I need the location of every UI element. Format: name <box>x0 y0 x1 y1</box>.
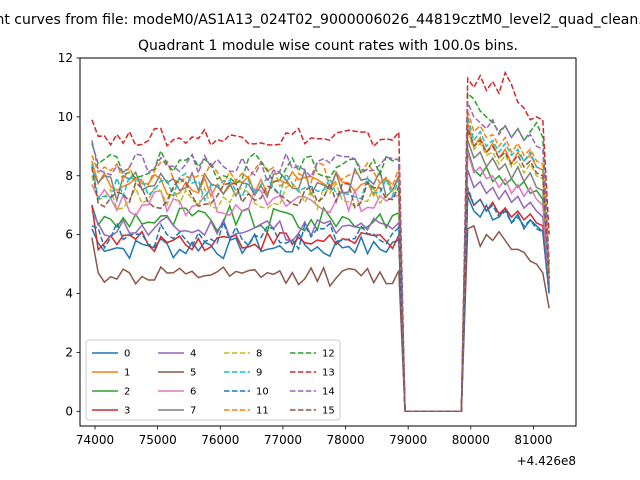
series-line-10 <box>91 187 550 413</box>
legend-label-13: 13 <box>322 368 335 379</box>
x-tick-label: 76000 <box>201 433 239 447</box>
legend-label-9: 9 <box>256 368 262 379</box>
legend-label-3: 3 <box>124 406 130 417</box>
legend-label-12: 12 <box>322 349 335 360</box>
series-line-8 <box>91 131 550 413</box>
series-line-0 <box>91 196 550 413</box>
legend-box <box>85 339 341 421</box>
x-tick-label: 81000 <box>514 433 552 447</box>
y-tick-label: 2 <box>65 345 73 359</box>
y-tick-label: 6 <box>65 228 73 242</box>
x-tick-label: 77000 <box>264 433 302 447</box>
series-line-6 <box>91 151 550 413</box>
legend-label-10: 10 <box>256 387 269 398</box>
series-line-4 <box>91 169 550 413</box>
legend-label-4: 4 <box>190 349 196 360</box>
x-tick-label: 78000 <box>326 433 364 447</box>
plot-area <box>91 70 550 413</box>
series-line-9 <box>91 116 550 413</box>
legend-label-2: 2 <box>124 387 130 398</box>
legend-label-0: 0 <box>124 349 130 360</box>
y-tick-label: 4 <box>65 287 73 301</box>
y-tick-label: 8 <box>65 169 73 183</box>
x-tick-label: 74000 <box>76 433 114 447</box>
series-line-12 <box>91 91 550 413</box>
legend-label-1: 1 <box>124 368 130 379</box>
axes-frame <box>79 57 577 427</box>
series-line-1 <box>91 122 550 413</box>
legend-label-6: 6 <box>190 387 196 398</box>
x-tick-label: 80000 <box>452 433 490 447</box>
series-line-11 <box>91 110 550 413</box>
chart-title: Quadrant 1 module wise count rates with … <box>138 38 518 54</box>
y-tick-label: 0 <box>65 404 73 418</box>
legend-label-14: 14 <box>322 387 335 398</box>
x-offset-label: +4.426e8 <box>517 454 576 468</box>
legend-label-5: 5 <box>190 368 196 379</box>
legend-label-7: 7 <box>190 406 196 417</box>
figure-suptitle: Light curves from file: modeM0/AS1A13_02… <box>0 12 640 28</box>
axis-ticks: 74000 75000 76000 77000 78000 79000 80000 81000… <box>58 51 553 447</box>
series-line-14 <box>91 101 550 413</box>
x-tick-label: 79000 <box>389 433 427 447</box>
y-tick-label: 12 <box>58 51 73 65</box>
series-line-15 <box>91 128 550 413</box>
legend-label-11: 11 <box>256 406 269 417</box>
legend-label-15: 15 <box>322 406 335 417</box>
series-line-13 <box>91 70 550 413</box>
y-tick-label: 10 <box>58 110 73 124</box>
x-tick-label: 75000 <box>139 433 177 447</box>
legend-label-8: 8 <box>256 349 262 360</box>
series-line-5 <box>91 224 550 413</box>
